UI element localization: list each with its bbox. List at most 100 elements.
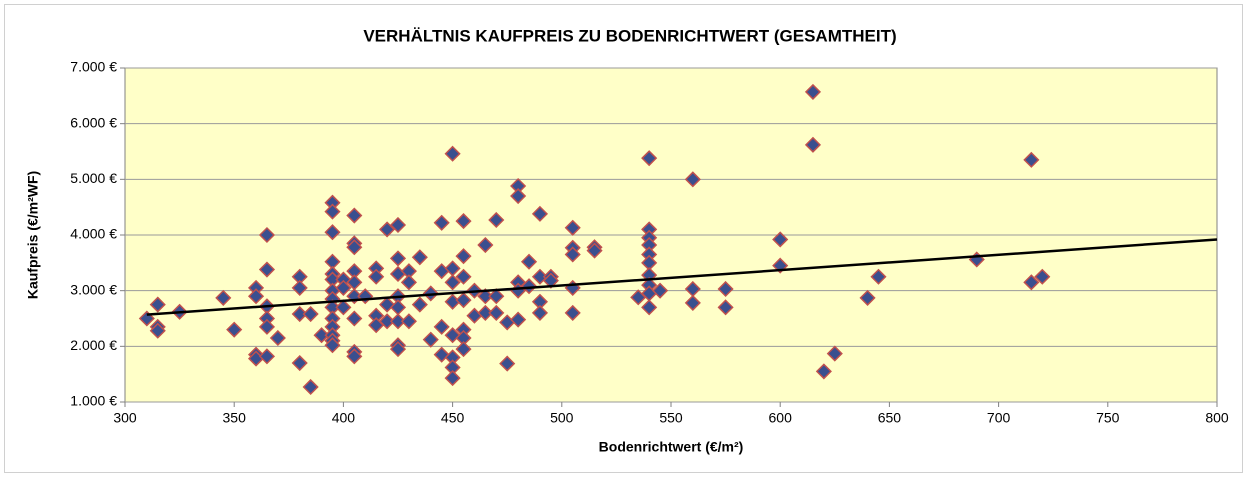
point [302, 305, 319, 323]
point [389, 250, 407, 267]
point [444, 370, 461, 387]
point [772, 257, 789, 274]
x-tick-label: 750 [1096, 410, 1120, 426]
point [444, 327, 461, 344]
point [859, 289, 876, 306]
point [564, 219, 581, 236]
point [149, 296, 166, 313]
point [346, 239, 363, 256]
point [510, 311, 527, 328]
y-tick-label: 6.000 € [70, 114, 117, 130]
point [368, 268, 385, 285]
point [258, 318, 276, 335]
point [520, 253, 538, 270]
point [444, 145, 461, 162]
point [455, 268, 472, 285]
point [531, 304, 549, 321]
point [422, 331, 439, 348]
point [149, 322, 166, 339]
point [717, 299, 734, 316]
point [520, 278, 538, 295]
chart-title: VERHÄLTNIS KAUFPREIS ZU BODENRICHTWERT (… [363, 26, 896, 45]
point [346, 310, 363, 327]
point [291, 279, 308, 296]
x-tick-label: 700 [987, 410, 1011, 426]
point [226, 321, 243, 338]
point [641, 150, 658, 167]
point [641, 299, 658, 316]
point [324, 203, 341, 220]
trendline [146, 238, 1218, 316]
y-tick-label: 2.000 € [70, 337, 117, 353]
point [455, 341, 472, 358]
point [804, 83, 822, 100]
point [335, 279, 352, 296]
point [400, 313, 417, 330]
point [379, 221, 396, 238]
point [477, 304, 494, 321]
point [1023, 151, 1040, 168]
point [379, 313, 396, 330]
point [335, 299, 352, 316]
point [215, 289, 232, 306]
point [652, 282, 669, 299]
y-tick-label: 4.000 € [70, 226, 117, 242]
x-tick-label: 450 [441, 410, 465, 426]
x-axis-title: Bodenrichtwert (€/m²) [599, 439, 744, 455]
point [258, 261, 276, 278]
point [804, 136, 822, 153]
point [400, 274, 417, 291]
x-tick-label: 500 [550, 410, 574, 426]
point [433, 318, 450, 335]
point [1023, 274, 1040, 291]
point [488, 304, 505, 321]
point [586, 242, 603, 259]
point [324, 224, 341, 241]
point [455, 248, 472, 265]
point [564, 304, 581, 321]
x-tick-label: 400 [332, 410, 356, 426]
point [258, 226, 276, 244]
point [772, 231, 789, 248]
point [389, 313, 407, 330]
point [346, 207, 363, 224]
point [291, 354, 308, 372]
x-tick-label: 300 [113, 410, 137, 426]
x-tick-label: 350 [223, 410, 247, 426]
point [510, 187, 527, 205]
point [313, 327, 330, 344]
y-tick-label: 5.000 € [70, 170, 117, 186]
point [477, 288, 494, 305]
point [684, 171, 701, 188]
point [455, 213, 472, 230]
point [389, 341, 407, 358]
y-axis-title: Kaufpreis (€/m²WF) [25, 171, 41, 299]
point [346, 348, 363, 365]
point [826, 345, 843, 362]
point [411, 249, 428, 266]
point [488, 288, 505, 305]
point [1034, 268, 1051, 285]
y-tick-label: 7.000 € [70, 59, 117, 75]
y-tick-label: 3.000 € [70, 281, 117, 297]
point [291, 305, 308, 323]
point [455, 292, 472, 309]
point [717, 280, 734, 298]
y-tick-label: 1.000 € [70, 393, 117, 409]
point [411, 296, 428, 313]
x-tick-label: 650 [878, 410, 902, 426]
point [542, 272, 559, 289]
point [389, 216, 407, 234]
point [379, 296, 396, 313]
point [247, 288, 265, 305]
point [499, 355, 516, 372]
point [444, 274, 461, 291]
point [433, 214, 450, 231]
point [477, 236, 494, 254]
point [269, 329, 286, 347]
point [564, 246, 581, 263]
point [815, 363, 832, 380]
point [433, 346, 450, 363]
point [531, 205, 549, 222]
